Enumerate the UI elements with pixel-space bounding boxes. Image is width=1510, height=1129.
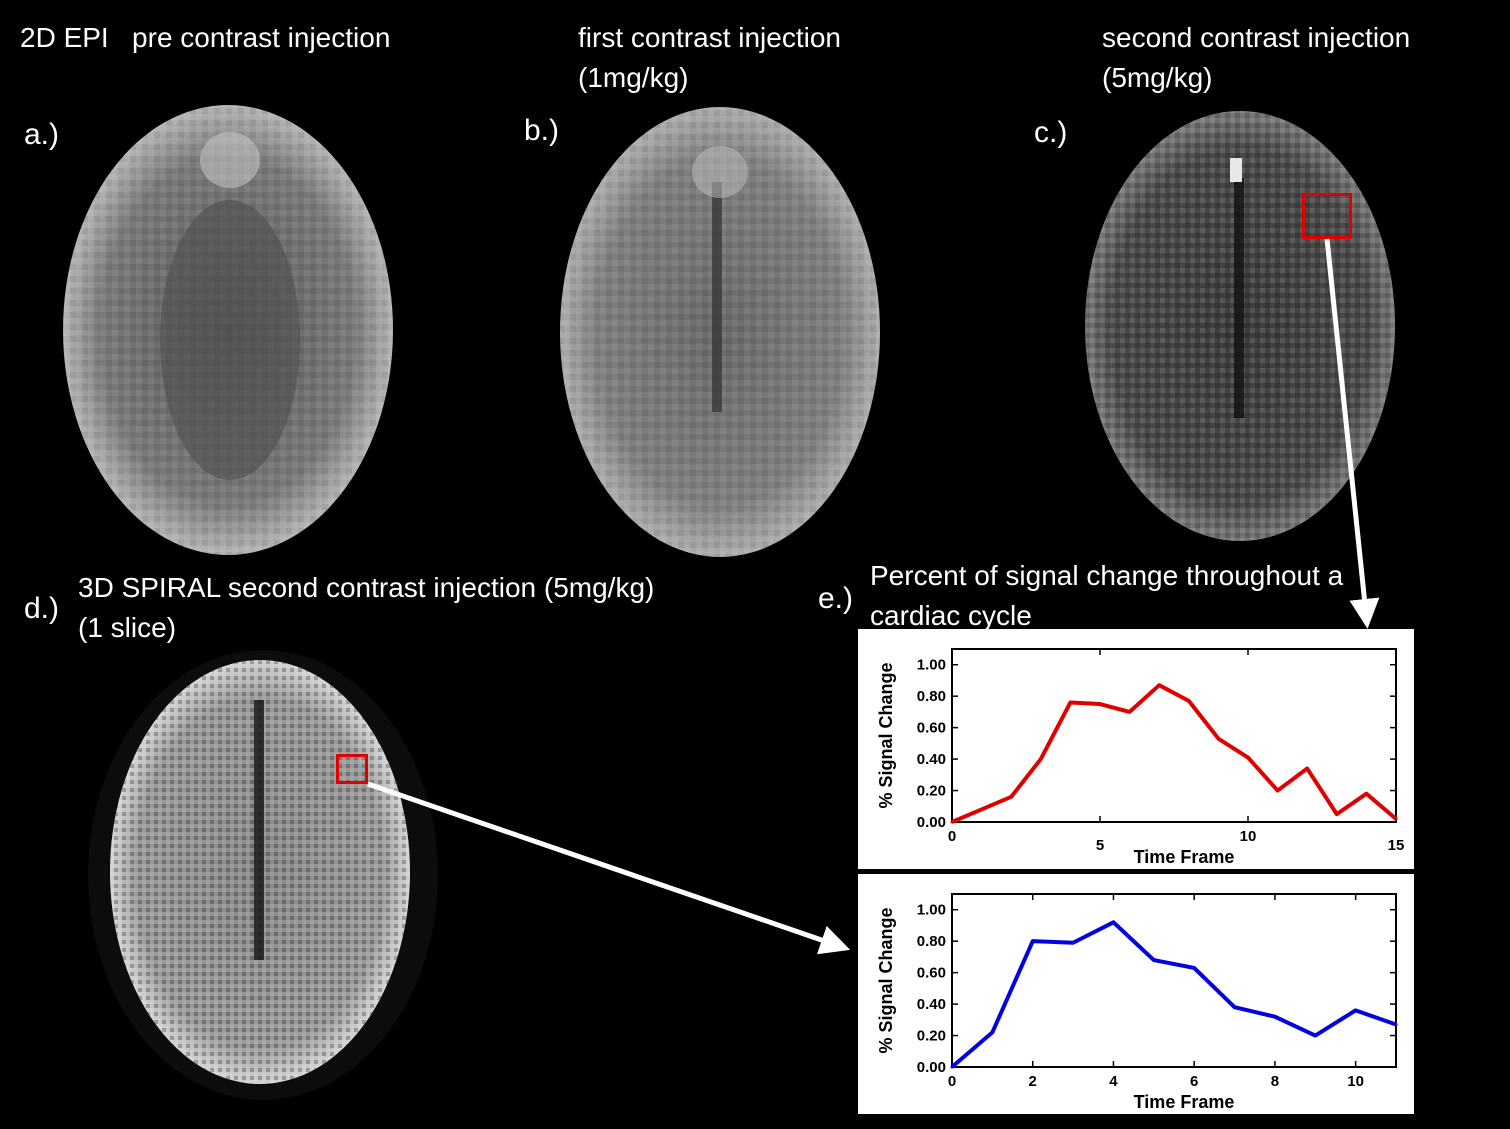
x-tick-label: 4 — [1109, 1073, 1118, 1090]
y-tick-label: 0.20 — [917, 783, 946, 800]
data-point — [1273, 1015, 1277, 1019]
y-tick-label: 0.40 — [917, 751, 946, 768]
x-axis-label: Time Frame — [1134, 1092, 1235, 1112]
panel-d-title-line1: 3D SPIRAL second contrast injection (5mg… — [78, 572, 655, 603]
panel-c-title-line1: second contrast injection — [1102, 22, 1411, 53]
data-point — [1246, 756, 1250, 760]
data-point — [1098, 702, 1102, 706]
x-tick-label: 10 — [1347, 1073, 1364, 1090]
data-point — [1111, 920, 1115, 924]
y-tick-label: 0.00 — [917, 814, 946, 831]
series-line — [950, 920, 1397, 1069]
chart-epi: 0.00 0.20 0.40 0.60 0.80 1.00 0 5 10 15 Time Frame… — [876, 648, 1405, 867]
data-point — [1394, 817, 1398, 821]
y-tick-label: 0.00 — [917, 1059, 946, 1076]
chart-spiral: 0.00 0.20 0.40 0.60 0.80 1.00 0 2 4 6 8 10 Time Fram… — [876, 893, 1398, 1112]
panel-d-label: d.) — [24, 592, 60, 625]
plot-frame — [951, 893, 1397, 1068]
panel-e-label: e.) — [818, 582, 854, 615]
data-point — [1364, 792, 1368, 796]
data-point — [1335, 812, 1339, 816]
x-tick-label: 0 — [948, 828, 956, 845]
brain-image-a — [63, 105, 393, 555]
data-point — [1216, 737, 1220, 741]
data-point — [1031, 939, 1035, 943]
brain-image-b — [560, 107, 880, 557]
y-tick-label: 1.00 — [917, 657, 946, 674]
y-tick-label: 0.80 — [917, 688, 946, 705]
data-point — [1313, 1034, 1317, 1038]
y-tick-label: 1.00 — [917, 902, 946, 919]
roi-box-d — [336, 754, 368, 784]
chart-spiral-panel: 0.00 0.20 0.40 0.60 0.80 1.00 0 2 4 6 8 10 Time Fram… — [858, 874, 1414, 1114]
plot-frame — [951, 648, 1397, 823]
data-point — [1276, 789, 1280, 793]
y-tick-label: 0.80 — [917, 933, 946, 950]
data-point — [1071, 941, 1075, 945]
y-tick-label: 0.40 — [917, 996, 946, 1013]
series-line — [951, 683, 1398, 824]
x-tick-label: 5 — [1096, 837, 1104, 854]
panel-c-title-line2: (5mg/kg) — [1102, 62, 1213, 93]
y-axis-label: % Signal Change — [876, 662, 896, 808]
x-tick-label: 0 — [948, 1073, 956, 1090]
panel-b-title-line1: first contrast injection — [578, 22, 841, 53]
x-axis-label: Time Frame — [1134, 847, 1235, 867]
data-point — [950, 820, 954, 824]
panel-b-label: b.) — [524, 114, 560, 147]
y-tick-label: 0.60 — [917, 720, 946, 737]
data-point — [1305, 767, 1309, 771]
brain-image-c — [1085, 111, 1395, 541]
y-tick-label: 0.20 — [917, 1028, 946, 1045]
data-point — [1152, 958, 1156, 962]
data-point — [990, 1030, 994, 1034]
x-tick-label: 10 — [1240, 828, 1257, 845]
panel-a-label: a.) — [24, 118, 60, 151]
data-point — [1068, 700, 1072, 704]
data-point — [1187, 699, 1191, 703]
data-point — [1394, 1023, 1398, 1027]
x-tick-label: 2 — [1029, 1073, 1037, 1090]
roi-box-c — [1302, 193, 1352, 239]
panel-e-title-line2: cardiac cycle — [870, 600, 1032, 631]
data-point — [980, 807, 984, 811]
y-axis-label: % Signal Change — [876, 907, 896, 1053]
arrow-c-to-e-top — [1324, 238, 1380, 629]
data-point — [1039, 757, 1043, 761]
data-point — [950, 1065, 954, 1069]
panel-b-title-line2: (1mg/kg) — [578, 62, 689, 93]
arrow-d-to-e-bottom — [367, 781, 851, 955]
data-point — [1009, 795, 1013, 799]
brain-image-d — [88, 650, 438, 1100]
chart-epi-panel: 0.00 0.20 0.40 0.60 0.80 1.00 0 5 10 15 Time Frame… — [858, 629, 1414, 869]
data-point — [1354, 1008, 1358, 1012]
panel-c-label: c.) — [1034, 116, 1068, 149]
x-tick-label: 6 — [1190, 1073, 1198, 1090]
x-tick-label: 15 — [1388, 837, 1405, 854]
data-point — [1157, 683, 1161, 687]
data-point — [1233, 1005, 1237, 1009]
x-tick-label: 8 — [1271, 1073, 1279, 1090]
panel-a-title: 2D EPI pre contrast injection — [20, 22, 391, 53]
panel-d-title-line2: (1 slice) — [78, 612, 177, 643]
data-point — [1128, 710, 1132, 714]
panel-e-title-line1: Percent of signal change throughout a — [870, 560, 1344, 591]
y-tick-label: 0.60 — [917, 965, 946, 982]
data-point — [1192, 966, 1196, 970]
